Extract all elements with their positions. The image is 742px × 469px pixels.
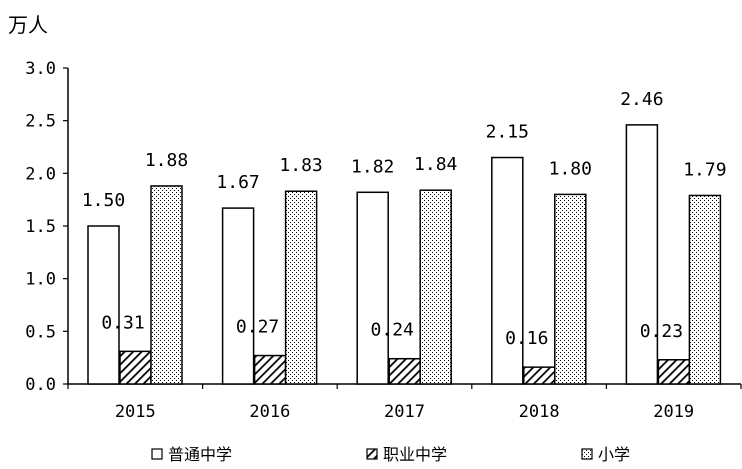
bar-primary-school <box>419 189 452 385</box>
bar-vocational-middle-school <box>657 359 691 385</box>
data-label-general-middle-school: 1.50 <box>82 190 125 211</box>
bar-primary-school <box>688 194 722 385</box>
bar-general-middle-school <box>356 191 389 385</box>
data-label-vocational-middle-school: 0.24 <box>371 320 414 341</box>
data-label-vocational-middle-school: 0.23 <box>640 321 683 342</box>
bar-general-middle-school <box>87 225 120 385</box>
bar-general-middle-school <box>491 156 524 385</box>
y-tick-label: 2.0 <box>25 164 56 184</box>
y-unit-label: 万人 <box>8 13 48 37</box>
y-tick-label: 2.5 <box>25 112 56 132</box>
legend-label-vocational-middle-school: 职业中学 <box>383 445 447 464</box>
bar-general-middle-school <box>221 207 255 385</box>
x-tick-label: 2019 <box>653 402 694 422</box>
bar-vocational-middle-school <box>388 357 421 385</box>
legend: 普通中学 职业中学 小学 <box>151 445 630 464</box>
data-label-primary-school: 1.84 <box>414 154 457 175</box>
data-label-primary-school: 1.83 <box>279 155 322 176</box>
bar-vocational-middle-school <box>523 366 556 385</box>
legend-label-general-middle-school: 普通中学 <box>168 445 232 464</box>
data-label-general-middle-school: 2.46 <box>620 89 663 110</box>
data-label-primary-school: 1.80 <box>549 158 592 179</box>
data-label-vocational-middle-school: 0.16 <box>505 328 548 349</box>
x-tick-label: 2017 <box>384 402 425 422</box>
data-label-vocational-middle-school: 0.27 <box>236 317 279 338</box>
legend-item-primary-school: 小学 <box>581 445 630 464</box>
data-label-general-middle-school: 2.15 <box>486 122 529 143</box>
legend-item-general-middle-school: 普通中学 <box>151 445 232 464</box>
data-label-general-middle-school: 1.82 <box>351 156 394 177</box>
x-tick-label: 2016 <box>249 402 290 422</box>
y-tick-label: 0.0 <box>25 375 56 395</box>
legend-swatch-outline <box>151 448 163 460</box>
x-tick-label: 2015 <box>115 402 156 422</box>
bar-primary-school <box>554 193 587 385</box>
data-label-primary-school: 1.88 <box>145 150 188 171</box>
bar-primary-school <box>284 190 318 385</box>
x-tick-label: 2018 <box>519 402 560 422</box>
y-tick-label: 1.0 <box>25 270 56 290</box>
legend-label-primary-school: 小学 <box>598 445 630 464</box>
y-tick-label: 0.5 <box>25 322 56 342</box>
plot-area: 0.0 0.5 1.0 1.5 2.0 2.5 3.0 2015 2016 2017 2018 201… <box>25 59 742 422</box>
data-label-general-middle-school: 1.67 <box>216 172 259 193</box>
data-label-vocational-middle-school: 0.31 <box>101 312 144 333</box>
legend-swatch-dotted <box>581 448 593 460</box>
y-tick-label: 3.0 <box>25 59 56 79</box>
bar-vocational-middle-school <box>253 354 287 385</box>
y-tick-label: 1.5 <box>25 217 56 237</box>
bar-primary-school <box>150 185 183 385</box>
data-label-primary-school: 1.79 <box>683 159 726 180</box>
bar-vocational-middle-school <box>119 350 152 385</box>
legend-swatch-hatched <box>366 448 378 460</box>
legend-item-vocational-middle-school: 职业中学 <box>366 445 447 464</box>
bar-general-middle-school <box>625 124 659 385</box>
